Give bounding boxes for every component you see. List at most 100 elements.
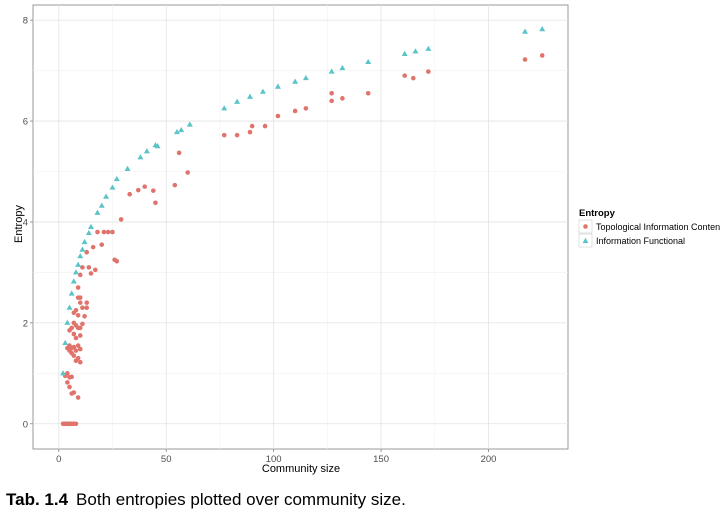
data-point-circle <box>411 75 416 81</box>
data-point-circle <box>303 106 309 111</box>
data-point-circle <box>65 380 70 385</box>
data-point-triangle <box>186 121 193 127</box>
data-point-circle <box>71 344 77 350</box>
data-point-circle <box>172 182 178 188</box>
data-point-triangle <box>77 253 84 259</box>
data-point-circle <box>75 343 81 348</box>
data-point-triangle <box>259 88 266 94</box>
data-point-circle <box>77 346 83 352</box>
data-point-triangle <box>234 98 241 104</box>
data-point-circle <box>77 359 83 365</box>
data-point-circle <box>118 217 124 222</box>
legend: Entropy Topological Information Content … <box>578 208 720 248</box>
data-point-triangle <box>401 50 408 56</box>
data-point-circle <box>142 184 148 189</box>
data-point-circle <box>73 307 79 313</box>
data-point-triangle <box>365 58 372 65</box>
data-point-triangle <box>94 209 101 215</box>
data-point-circle <box>262 123 268 129</box>
data-point-circle <box>80 305 85 311</box>
data-point-triangle <box>60 370 67 376</box>
data-point-triangle <box>302 74 309 81</box>
data-point-circle <box>77 333 83 338</box>
scatter-chart: 0 50 100 150 200 0 2 4 6 8 Community size Entrop… <box>13 4 720 475</box>
data-point-circle <box>127 191 132 197</box>
data-point-circle <box>365 90 371 96</box>
y-tick-label: 2 <box>23 318 28 329</box>
data-point-circle <box>95 229 100 235</box>
x-axis-title: Community size <box>262 463 340 475</box>
data-point-circle <box>292 108 298 114</box>
data-point-circle <box>329 90 334 96</box>
data-point-triangle <box>425 45 432 51</box>
data-point-circle <box>153 200 158 206</box>
data-point-circle <box>71 390 77 395</box>
data-point-circle <box>73 421 79 427</box>
data-point-circle <box>101 229 107 235</box>
y-tick-label: 8 <box>23 16 28 27</box>
data-point-circle <box>84 249 90 255</box>
legend-label-topological: Topological Information Content <box>596 222 720 232</box>
data-point-triangle <box>173 128 180 135</box>
data-point-circle <box>90 244 96 250</box>
data-point-circle <box>539 53 545 58</box>
data-point-circle <box>151 188 156 193</box>
y-axis-title: Entropy <box>13 205 25 243</box>
plot-panel <box>32 4 569 450</box>
legend-marker-topological <box>583 224 588 229</box>
data-point-triangle <box>79 246 86 252</box>
data-point-circle <box>77 295 83 300</box>
data-point-circle <box>65 371 70 376</box>
data-point-triangle <box>143 148 150 154</box>
data-point-circle <box>77 272 83 278</box>
data-point-circle <box>176 150 182 156</box>
data-point-triangle <box>113 175 120 182</box>
data-point-circle <box>114 259 120 264</box>
caption-tab-label: Tab. 1.4 <box>6 490 69 509</box>
y-tick-label: 4 <box>23 217 28 228</box>
data-point-triangle <box>109 184 116 190</box>
data-point-circle <box>71 353 77 358</box>
data-point-triangle <box>412 48 419 54</box>
data-point-circle <box>221 132 227 138</box>
data-point-triangle <box>98 202 105 208</box>
data-points <box>60 26 546 427</box>
data-point-circle <box>88 271 94 276</box>
legend-marker-functional <box>582 237 589 243</box>
data-point-circle <box>275 113 281 119</box>
data-point-circle <box>185 170 190 175</box>
data-point-circle <box>234 132 240 138</box>
data-point-circle <box>77 325 83 331</box>
data-point-circle <box>80 321 85 327</box>
data-point-circle <box>67 384 72 390</box>
data-point-circle <box>69 374 74 380</box>
data-point-circle <box>75 312 81 318</box>
data-point-circle <box>75 395 81 400</box>
data-point-triangle <box>64 319 71 325</box>
data-point-triangle <box>70 278 77 284</box>
data-point-circle <box>84 300 90 305</box>
data-point-circle <box>329 98 334 104</box>
data-point-circle <box>93 267 98 273</box>
data-point-circle <box>249 123 255 129</box>
data-point-circle <box>105 229 111 235</box>
data-point-circle <box>69 325 74 331</box>
data-point-circle <box>110 229 115 235</box>
data-point-triangle <box>247 93 254 99</box>
data-point-triangle <box>274 83 281 89</box>
data-point-circle <box>75 285 81 290</box>
grid-lines <box>33 5 568 449</box>
data-point-circle <box>402 73 408 78</box>
y-tick-label: 0 <box>23 419 28 430</box>
data-point-circle <box>426 69 431 74</box>
data-point-circle <box>75 355 81 361</box>
data-point-triangle <box>81 238 88 245</box>
data-point-triangle <box>62 339 69 346</box>
data-point-circle <box>522 57 528 62</box>
data-point-triangle <box>292 78 299 84</box>
figure-caption: Tab. 1.4 Both entropies plotted over comm… <box>6 490 406 510</box>
x-tick-label: 150 <box>373 454 389 465</box>
y-axis: 0 2 4 6 8 <box>23 16 33 430</box>
data-point-circle <box>247 129 253 135</box>
caption-text: Both entropies plotted over community si… <box>76 490 406 509</box>
